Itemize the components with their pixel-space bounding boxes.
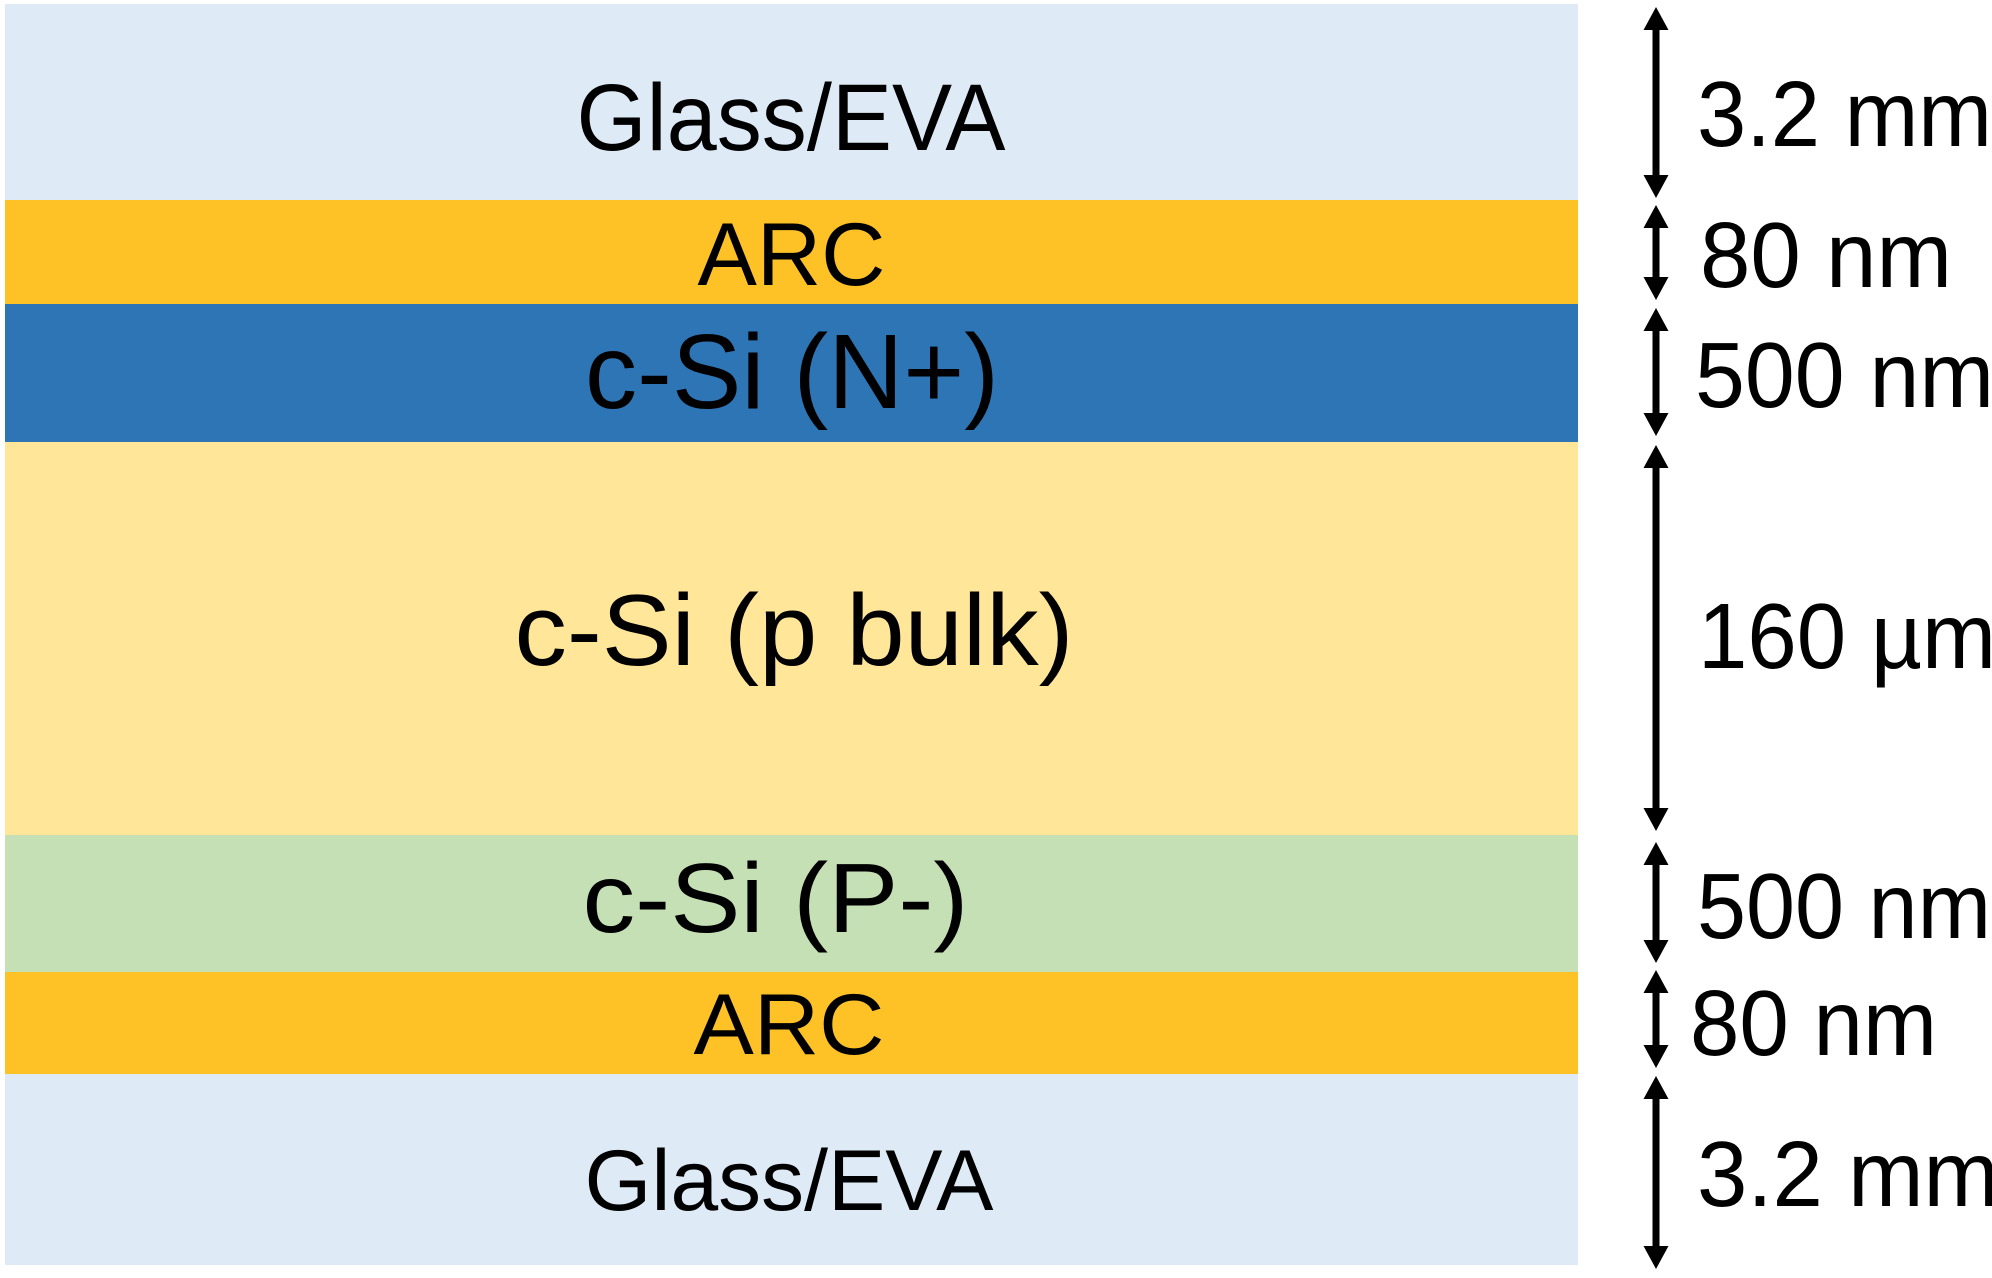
svg-text:ARC: ARC bbox=[694, 977, 885, 1073]
svg-text:Glass/EVA: Glass/EVA bbox=[577, 65, 1007, 171]
svg-text:80 nm: 80 nm bbox=[1700, 203, 1952, 307]
svg-text:c-Si (P-): c-Si (P-) bbox=[583, 843, 969, 953]
svg-text:500 nm: 500 nm bbox=[1695, 323, 1992, 427]
svg-text:160 µm: 160 µm bbox=[1698, 584, 1992, 688]
svg-text:ARC: ARC bbox=[698, 204, 886, 304]
svg-text:c-Si (N+): c-Si (N+) bbox=[585, 313, 999, 431]
svg-text:c-Si (p bulk): c-Si (p bulk) bbox=[515, 575, 1074, 687]
svg-text:3.2 mm: 3.2 mm bbox=[1697, 62, 1992, 166]
svg-text:500 nm: 500 nm bbox=[1697, 854, 1991, 958]
svg-text:Glass/EVA: Glass/EVA bbox=[585, 1133, 995, 1229]
svg-text:3.2 mm: 3.2 mm bbox=[1697, 1122, 1992, 1226]
svg-text:80 nm: 80 nm bbox=[1690, 971, 1937, 1075]
